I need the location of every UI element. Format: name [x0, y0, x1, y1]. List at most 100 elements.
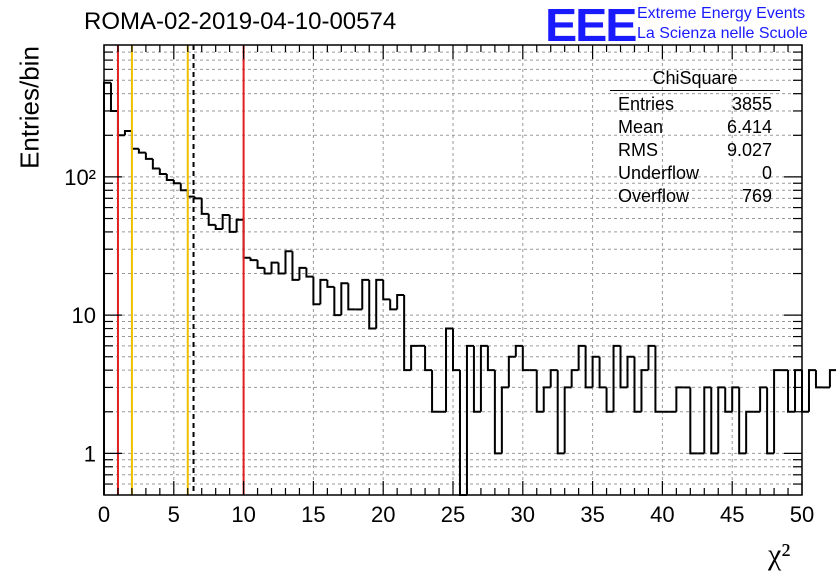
histogram-bin — [172, 179, 181, 185]
histogram-bin — [151, 158, 160, 170]
histogram-bin — [626, 355, 635, 388]
histogram-bin — [458, 370, 467, 496]
histogram-bin — [472, 345, 481, 413]
axes: 0 5 10 15 20 25 30 35 40 45 50 1 10 10² — [64, 44, 814, 527]
histogram-bin — [619, 345, 628, 389]
histogram-bin — [179, 183, 188, 192]
logo-line-1: Extreme Energy Events — [637, 5, 806, 22]
logo-line-2: La Scienza nelle Scuole — [637, 25, 808, 42]
histogram-bin — [814, 370, 823, 389]
histogram-bin — [745, 410, 754, 454]
histogram-bin — [794, 369, 802, 412]
histogram-bin — [584, 345, 593, 389]
histogram-bin — [801, 370, 809, 413]
y-tick-label: 10² — [64, 165, 96, 190]
histogram-bin — [654, 345, 663, 413]
histogram-bin — [235, 218, 244, 232]
histogram-bin — [424, 345, 433, 372]
histogram-bin — [710, 387, 719, 455]
histogram-bin — [361, 278, 370, 310]
eee-logo: EEE — [545, 0, 637, 51]
histogram-bin — [109, 82, 118, 112]
x-tick-label: 10 — [231, 502, 255, 527]
y-tick-label: 1 — [84, 441, 96, 466]
histogram-bin — [828, 369, 836, 388]
histogram-bin — [549, 369, 558, 388]
chart-title: ROMA-02-2019-04-10-00574 — [84, 8, 397, 35]
histogram-bin — [807, 369, 816, 412]
histogram-bin — [326, 279, 335, 288]
stats-label: Mean — [618, 117, 664, 137]
stats-row: Underflow 0 — [610, 162, 780, 185]
histogram-bin — [221, 214, 230, 229]
stats-row: RMS 9.027 — [610, 139, 780, 162]
histogram-bin — [270, 261, 279, 274]
histogram-bin — [675, 386, 684, 412]
histogram-bin — [724, 387, 733, 413]
histogram-bin — [591, 355, 600, 388]
histogram-bin — [514, 344, 523, 357]
stats-value: 769 — [741, 186, 772, 206]
histogram-bin — [717, 386, 726, 454]
histogram-bin — [689, 387, 698, 455]
stats-label: Underflow — [618, 163, 700, 183]
histogram-bin — [298, 266, 307, 280]
histogram-bin — [500, 386, 509, 454]
reference-lines — [116, 45, 245, 495]
histogram-bin — [633, 356, 642, 413]
histogram-bin — [479, 344, 488, 412]
histogram-bin — [731, 386, 740, 412]
x-axis-label-text: χ² — [768, 538, 791, 571]
histogram-bin — [165, 173, 174, 181]
stats-label: Overflow — [618, 186, 690, 206]
histogram-bin — [382, 279, 391, 301]
stats-value: 3855 — [731, 94, 772, 114]
histogram-bin — [256, 260, 265, 269]
stats-value: 0 — [761, 163, 772, 183]
histogram-bin — [123, 129, 132, 136]
histogram-bin — [605, 387, 614, 413]
histogram-bin — [612, 344, 621, 412]
histogram-bin — [200, 198, 209, 215]
stats-value: 9.027 — [726, 140, 772, 160]
histogram-bin — [284, 250, 293, 274]
histogram-bin — [403, 294, 412, 372]
histogram-bin — [319, 278, 328, 305]
histogram-bin — [640, 369, 649, 412]
histogram-bin — [647, 344, 656, 371]
histogram-bin — [766, 387, 775, 455]
histogram-bin — [263, 267, 272, 275]
stats-label: Entries — [618, 94, 675, 114]
histogram-bin — [486, 345, 495, 372]
histogram-bin — [249, 257, 258, 262]
histogram-bin — [137, 148, 146, 154]
histogram-bin — [493, 370, 502, 455]
histogram-bin — [759, 386, 768, 412]
x-tick-label: 20 — [371, 502, 395, 527]
x-tick-label: 5 — [168, 502, 180, 527]
x-tick-label: 30 — [511, 502, 535, 527]
histogram-bin — [277, 262, 286, 275]
histogram-bin — [389, 299, 398, 311]
histogram-bin — [103, 81, 111, 495]
histogram-bin — [312, 276, 321, 306]
histogram-bin — [368, 279, 377, 330]
histogram-bin — [535, 370, 544, 413]
histogram-bin — [116, 110, 125, 137]
x-tick-label: 40 — [650, 502, 674, 527]
histogram-bin — [375, 278, 384, 329]
histogram-bin — [158, 168, 167, 175]
histogram-bin — [214, 224, 223, 230]
histogram-bin — [521, 345, 530, 372]
histogram-bin — [305, 267, 314, 278]
histogram-bin — [577, 344, 586, 371]
histogram-bin — [563, 386, 572, 454]
histogram-bin — [228, 215, 237, 233]
stats-row: Entries 3855 — [610, 93, 780, 116]
histogram-bin — [207, 213, 216, 226]
histogram-bin — [340, 282, 349, 316]
histogram-bin — [787, 370, 796, 413]
histogram-bin — [703, 386, 712, 454]
histogram-bin — [598, 356, 607, 389]
